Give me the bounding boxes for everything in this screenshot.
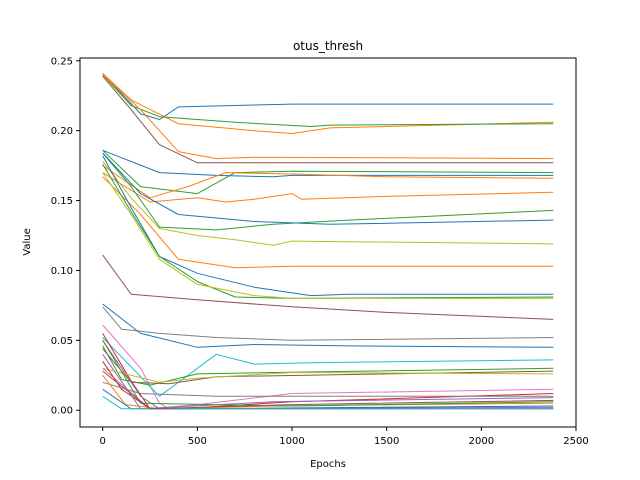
series-line-7	[102, 165, 554, 199]
series-line-8	[102, 172, 554, 203]
x-axis-label: Epochs	[310, 459, 346, 470]
series-line-25	[102, 367, 554, 383]
series-line-34	[102, 370, 554, 410]
series-line-10	[102, 152, 554, 225]
y-axis-label: Value	[22, 228, 33, 255]
x-tick-label: 1000	[279, 436, 304, 447]
series-line-21	[102, 345, 554, 386]
series-line-12	[102, 176, 554, 269]
x-tick-label: 2000	[469, 436, 494, 447]
series-line-15	[102, 172, 554, 299]
series-line-17	[102, 306, 554, 341]
series-line-16	[102, 254, 554, 320]
series-line-33	[102, 340, 554, 407]
y-tick-label: 0.00	[51, 406, 73, 417]
x-tick-label: 1500	[374, 436, 399, 447]
y-tick-label: 0.20	[51, 126, 73, 137]
plot-frame	[79, 57, 577, 428]
y-tick-label: 0.05	[51, 336, 73, 347]
series-line-11	[102, 161, 554, 246]
series-line-31	[102, 354, 554, 410]
y-tick-label: 0.15	[51, 196, 73, 207]
series-line-24	[102, 340, 554, 410]
plot-area	[102, 73, 554, 410]
y-tick-label: 0.25	[51, 56, 73, 67]
series-line-9	[102, 152, 554, 231]
series-line-5	[102, 149, 554, 195]
chart-title: otus_thresh	[293, 39, 363, 53]
series-line-13	[102, 155, 554, 297]
x-tick-label: 2500	[563, 436, 588, 447]
series-line-2	[102, 74, 554, 127]
y-tick-label: 0.10	[51, 266, 73, 277]
series-line-3	[102, 74, 554, 160]
x-tick-label: 500	[188, 436, 207, 447]
series-line-4	[102, 75, 554, 164]
x-tick-label: 0	[100, 436, 106, 447]
y-axis: 0.00 0.05 0.10 0.15 0.20 0.25	[51, 56, 80, 417]
series-line-18	[102, 303, 554, 348]
x-axis: 0 500 1000 1500 2000 2500	[100, 427, 589, 447]
series-line-20	[102, 337, 554, 397]
series-line-1	[102, 73, 554, 134]
